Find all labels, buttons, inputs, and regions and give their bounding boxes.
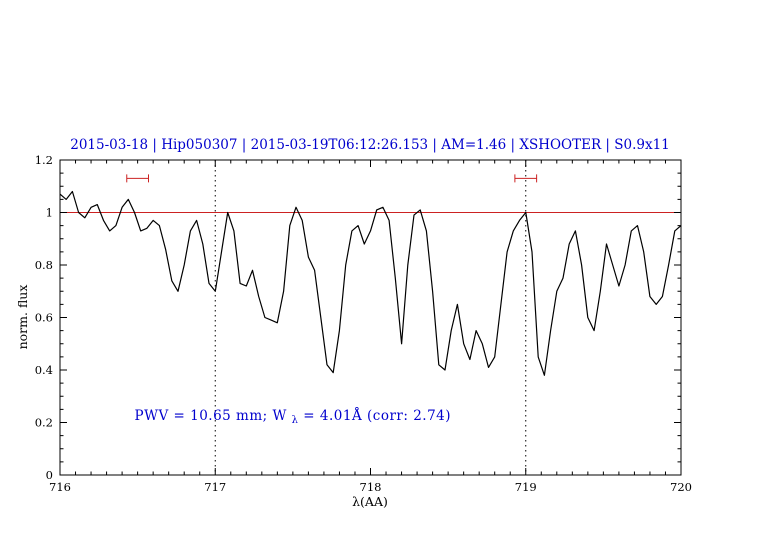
spectrum-line	[59, 190, 682, 376]
y-tick-label: 1.2	[35, 153, 53, 167]
y-axis-label: norm. flux	[15, 285, 30, 350]
x-tick-label: 717	[204, 480, 226, 494]
y-tick-label: 0.8	[35, 258, 53, 272]
y-tick-label: 0.6	[35, 311, 53, 325]
x-tick-label: 718	[360, 480, 382, 494]
pwv-annotation-subscript: λ	[292, 415, 299, 426]
pwv-annotation: PWV = 10.65 mm; W λ = 4.01Å (corr: 2.74)	[135, 408, 452, 427]
y-tick-label: 0	[46, 468, 53, 482]
generated-plot-elements: 716 717 718 719 720 0 0.2 0.4 0.6 0.8 1 1.2	[35, 153, 692, 494]
y-tick-label: 0.2	[35, 416, 53, 430]
x-tick-label: 720	[670, 480, 692, 494]
pwv-annotation-prefix: PWV = 10.65 mm; W	[135, 408, 287, 424]
plot-title: 2015-03-18 | Hip050307 | 2015-03-19T06:1…	[70, 137, 670, 153]
x-axis-label: λ(AA)	[352, 494, 388, 509]
y-tick-label: 1	[46, 206, 53, 220]
pwv-annotation-suffix: = 4.01Å (corr: 2.74)	[303, 408, 451, 424]
x-tick-label: 719	[515, 480, 537, 494]
y-tick-label: 0.4	[35, 363, 53, 377]
x-tick-label: 716	[49, 480, 71, 494]
